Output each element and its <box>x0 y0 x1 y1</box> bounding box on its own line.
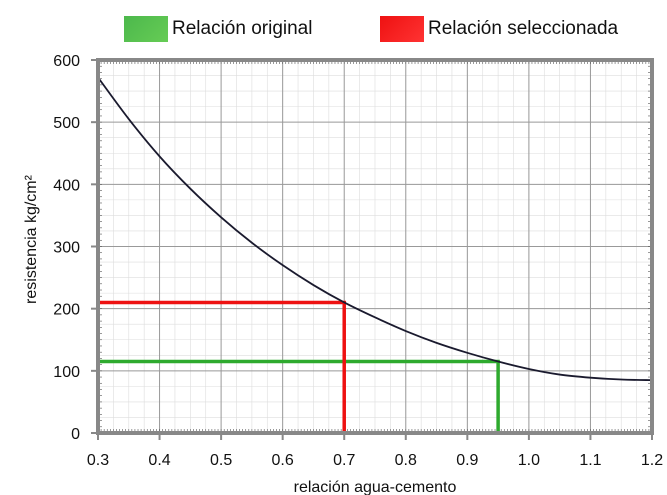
strength-curve <box>97 76 653 382</box>
x-tick-label: 0.3 <box>87 452 109 469</box>
x-tick-label: 0.8 <box>395 452 417 469</box>
y-tick-label: 400 <box>53 177 80 194</box>
y-tick-label: 100 <box>53 364 80 381</box>
x-tick-label: 0.6 <box>272 452 294 469</box>
legend-label-original: Relación original <box>172 18 313 39</box>
y-axis-label: resistencia kg/cm² <box>23 174 40 304</box>
x-tick-label: 0.9 <box>456 452 478 469</box>
legend-swatch-original <box>124 16 168 42</box>
x-tick-label: 0.5 <box>210 452 232 469</box>
x-tick-label: 0.4 <box>148 452 170 469</box>
y-tick-label: 600 <box>53 53 80 70</box>
x-axis-label: relación agua-cemento <box>294 479 457 495</box>
legend-item-selected: Relación seleccionada <box>380 14 618 44</box>
y-tick-label: 200 <box>53 302 80 319</box>
x-tick-label: 1.0 <box>518 452 540 469</box>
x-tick-label: 0.7 <box>333 452 355 469</box>
legend-swatch-selected <box>380 16 424 42</box>
legend-item-original: Relación original <box>124 14 312 44</box>
y-tick-label: 500 <box>53 115 80 132</box>
x-tick-label: 1.2 <box>641 452 663 469</box>
legend-label-selected: Relación seleccionada <box>428 18 619 39</box>
y-tick-label: 0 <box>71 426 80 443</box>
x-tick-label: 1.1 <box>579 452 601 469</box>
y-tick-label: 300 <box>53 240 80 257</box>
